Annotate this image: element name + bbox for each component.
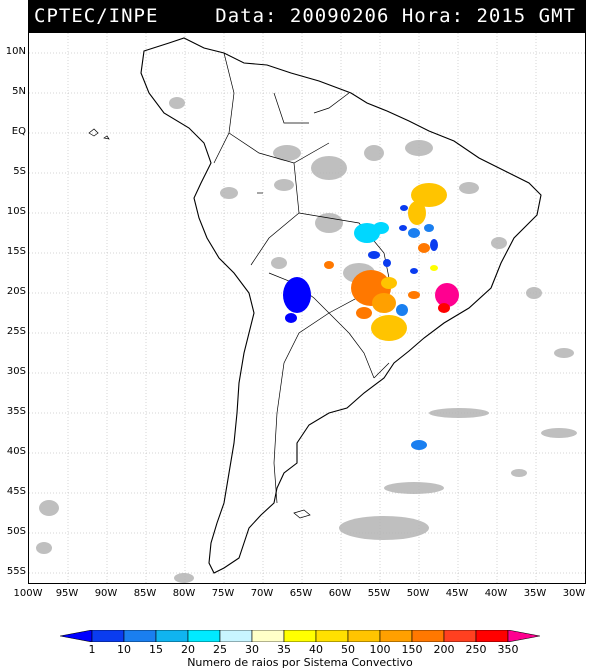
scale-label: 20 xyxy=(181,643,195,656)
color-swatch xyxy=(219,630,253,642)
color-swatch xyxy=(123,630,157,642)
lon-label: 50W xyxy=(406,588,430,599)
lat-label: 50S xyxy=(6,526,26,537)
lon-label: 95W xyxy=(55,588,79,599)
color-swatch xyxy=(187,630,221,642)
color-swatch xyxy=(475,630,509,642)
lon-label: 65W xyxy=(289,588,313,599)
scale-label: 25 xyxy=(213,643,227,656)
lon-label: 90W xyxy=(94,588,118,599)
source-label: CPTEC/INPE xyxy=(34,5,159,27)
lon-label: 35W xyxy=(523,588,547,599)
lat-label: 10S xyxy=(6,206,26,217)
lon-label: 60W xyxy=(328,588,352,599)
color-scale xyxy=(60,630,540,642)
color-swatch xyxy=(91,630,125,642)
color-swatch xyxy=(60,630,93,642)
color-swatch xyxy=(251,630,285,642)
scale-label: 35 xyxy=(277,643,291,656)
lon-label: 70W xyxy=(250,588,274,599)
scale-label: 40 xyxy=(309,643,323,656)
color-swatch xyxy=(155,630,189,642)
map-canvas xyxy=(29,33,585,583)
scale-label: 100 xyxy=(369,643,391,656)
scale-label: 30 xyxy=(245,643,259,656)
lat-label: 10N xyxy=(5,46,26,57)
timestamp-label: Data: 20090206 Hora: 2015 GMT xyxy=(215,5,576,27)
lon-label: 80W xyxy=(172,588,196,599)
scale-label: 1 xyxy=(88,643,96,656)
lat-label: 15S xyxy=(6,246,26,257)
islands xyxy=(88,128,311,519)
lat-label: 55S xyxy=(6,566,26,577)
lat-label: 25S xyxy=(6,326,26,337)
coastline xyxy=(140,37,542,574)
color-swatch xyxy=(411,630,445,642)
lon-label: 30W xyxy=(562,588,586,599)
lat-label: 45S xyxy=(6,486,26,497)
lon-label: 40W xyxy=(484,588,508,599)
lat-label: 30S xyxy=(6,366,26,377)
lat-label: 35S xyxy=(6,406,26,417)
map-panel[interactable] xyxy=(28,32,586,584)
graticule xyxy=(29,33,585,583)
color-swatch xyxy=(379,630,413,642)
lat-label: 40S xyxy=(6,446,26,457)
title-bar: CPTEC/INPE Data: 20090206 Hora: 2015 GMT xyxy=(28,0,586,32)
lat-label: 5S xyxy=(13,166,26,177)
color-swatch xyxy=(315,630,349,642)
lon-label: 100W xyxy=(13,588,43,599)
scale-label: 10 xyxy=(117,643,131,656)
lat-label: 5N xyxy=(12,86,26,97)
lon-label: 75W xyxy=(211,588,235,599)
scale-label: 150 xyxy=(401,643,423,656)
lat-label: EQ xyxy=(11,126,26,137)
color-swatch xyxy=(507,630,540,642)
color-swatch xyxy=(283,630,317,642)
lon-label: 85W xyxy=(133,588,157,599)
lat-label: 20S xyxy=(6,286,26,297)
cloud-cover xyxy=(36,97,577,583)
scale-label: 350 xyxy=(497,643,519,656)
scale-label: 200 xyxy=(433,643,455,656)
scale-label: 50 xyxy=(341,643,355,656)
color-swatch xyxy=(443,630,477,642)
color-swatch xyxy=(347,630,381,642)
lon-label: 45W xyxy=(445,588,469,599)
legend-caption: Numero de raios por Sistema Convectivo xyxy=(187,656,413,669)
convective-systems xyxy=(283,183,459,450)
scale-label: 250 xyxy=(465,643,487,656)
lon-label: 55W xyxy=(367,588,391,599)
scale-label: 15 xyxy=(149,643,163,656)
